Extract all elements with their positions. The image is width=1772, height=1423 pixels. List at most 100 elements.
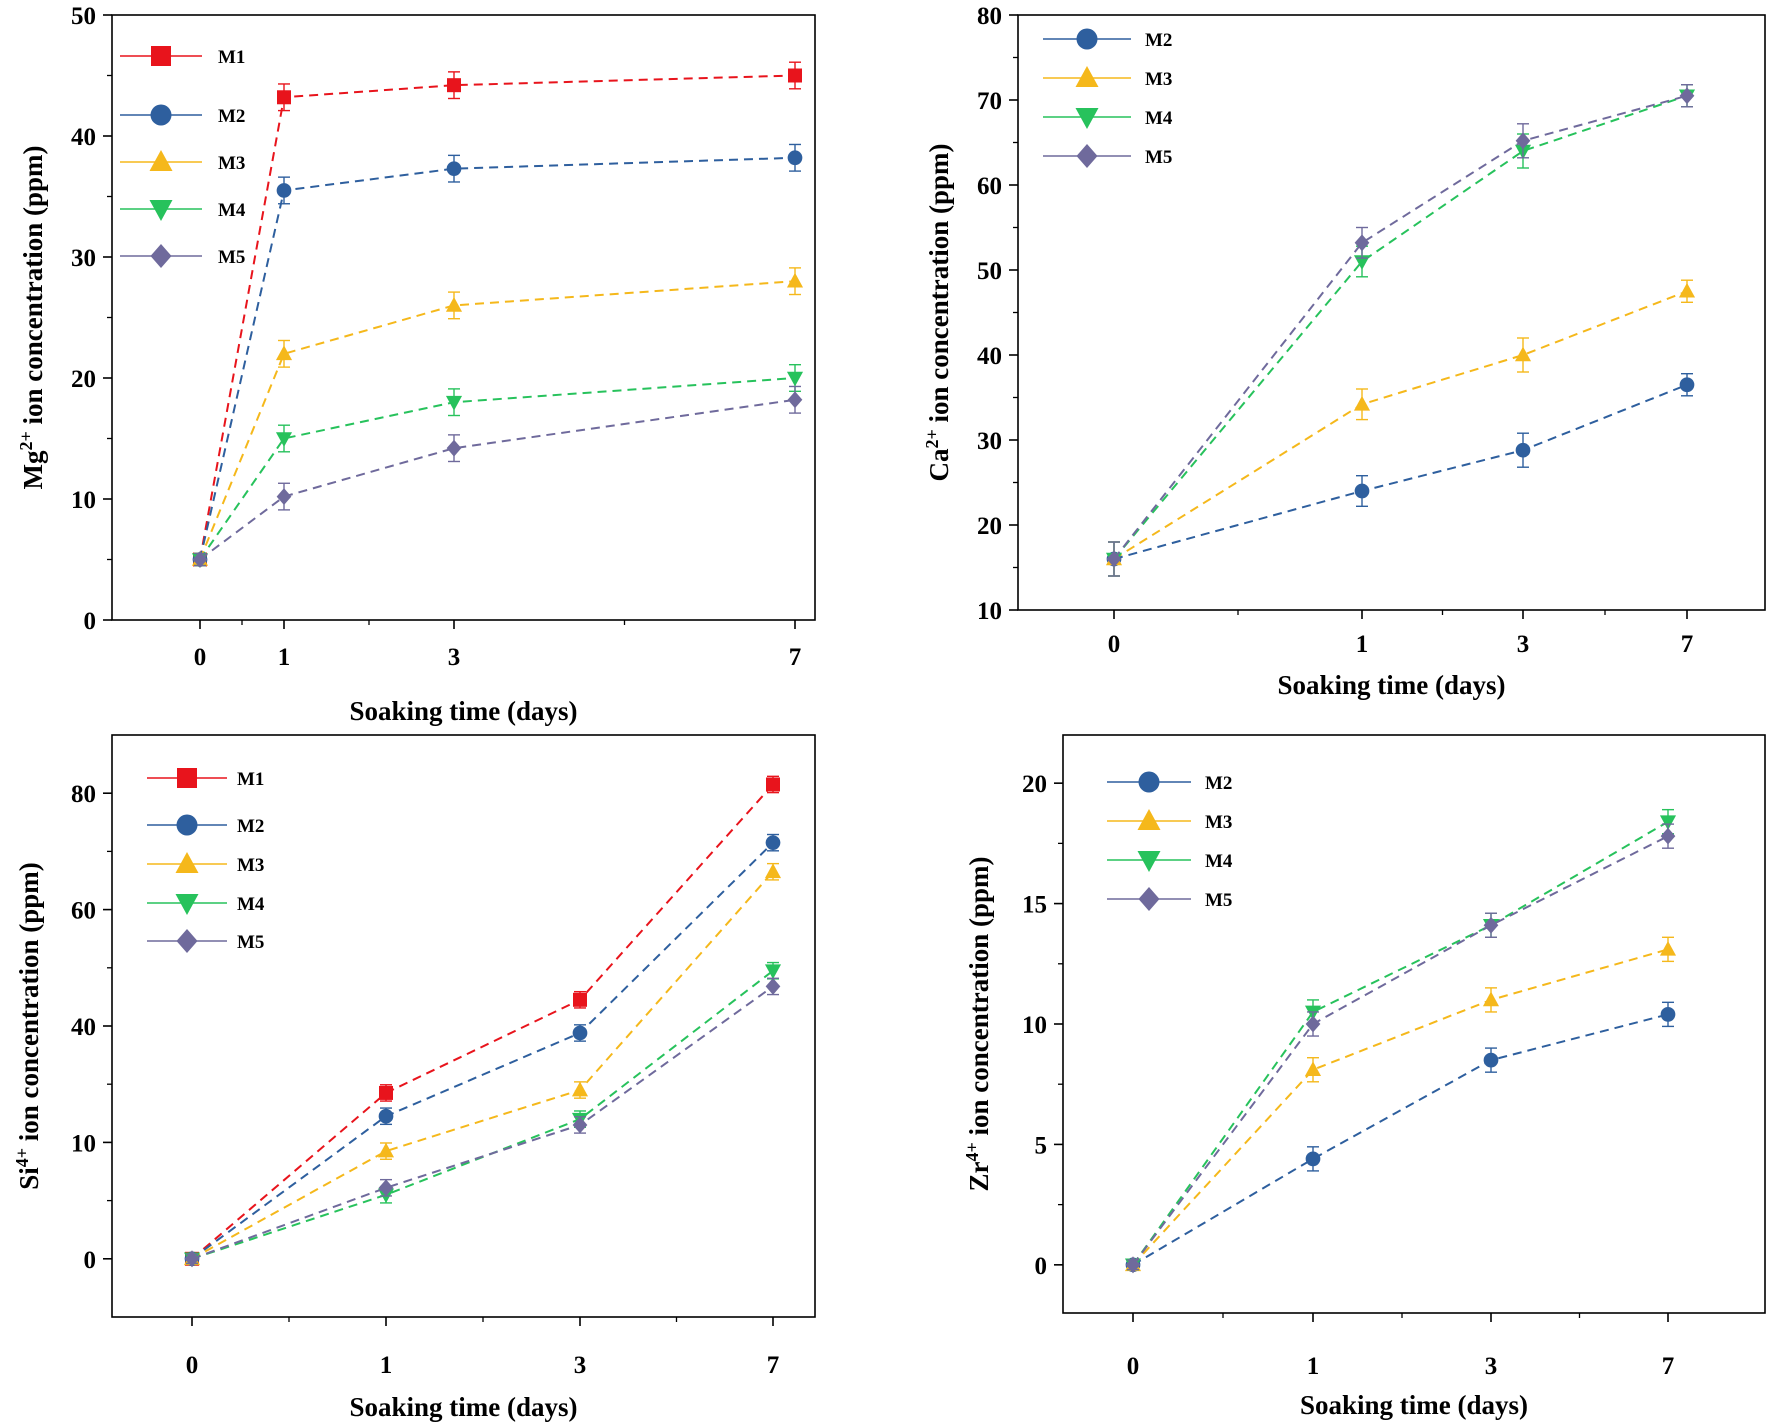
y-axis-title: Ca2+ ion concentration (ppm) bbox=[922, 143, 954, 481]
legend-item-m5: M5 bbox=[147, 929, 264, 953]
data-point bbox=[572, 1025, 588, 1041]
data-point bbox=[276, 183, 292, 198]
data-point bbox=[1660, 1007, 1676, 1022]
legend-item-m4: M4 bbox=[147, 894, 265, 915]
series-m4 bbox=[191, 363, 804, 568]
x-tick-label: 0 bbox=[194, 644, 207, 671]
y-tick-label: 10 bbox=[1022, 1012, 1047, 1039]
data-point bbox=[275, 432, 293, 447]
x-axis-title: Soaking time (days) bbox=[1277, 670, 1505, 700]
legend-marker bbox=[1075, 108, 1099, 129]
x-tick-label: 7 bbox=[1681, 631, 1694, 658]
x-tick-label: 3 bbox=[1485, 1353, 1498, 1380]
y-tick-label: 70 bbox=[977, 88, 1002, 115]
legend-label: M4 bbox=[1205, 851, 1233, 872]
series-line bbox=[1132, 948, 1669, 1266]
series-line bbox=[1132, 1013, 1669, 1266]
mg-ion-chart: 0 10 20 30 40 50 0 1 3 7 Soaking time (days) Mg2+ i… bbox=[16, 3, 816, 726]
legend-label: M1 bbox=[237, 769, 264, 790]
data-point bbox=[1125, 1256, 1141, 1274]
legend-item-m3: M3 bbox=[1107, 809, 1232, 833]
data-point bbox=[446, 161, 462, 177]
data-point bbox=[1659, 940, 1677, 956]
y-tick-label: 80 bbox=[71, 781, 96, 808]
x-axis-title: Soaking time (days) bbox=[349, 696, 577, 726]
y-tick-label: 40 bbox=[71, 1014, 96, 1041]
data-point bbox=[1483, 1052, 1499, 1068]
legend-marker bbox=[149, 200, 173, 221]
data-point bbox=[1659, 815, 1677, 831]
legend-label: M2 bbox=[1205, 773, 1232, 794]
legend-item-m2: M2 bbox=[1107, 771, 1232, 794]
data-point bbox=[764, 863, 782, 879]
y-tick-label: 50 bbox=[71, 3, 96, 30]
x-axis-title: Soaking time (days) bbox=[1300, 1390, 1528, 1420]
legend-item-m1: M1 bbox=[147, 768, 264, 790]
legend-marker bbox=[176, 929, 198, 953]
legend-label: M5 bbox=[218, 247, 245, 268]
data-point bbox=[377, 1142, 395, 1158]
data-point bbox=[1679, 87, 1695, 105]
series-m5 bbox=[1125, 823, 1676, 1274]
series-line bbox=[1113, 94, 1688, 560]
legend-marker bbox=[1137, 851, 1161, 872]
data-point bbox=[447, 78, 461, 93]
data-point bbox=[1678, 282, 1696, 298]
series-m4 bbox=[183, 961, 782, 1268]
legend-label: M5 bbox=[1205, 890, 1232, 911]
y-tick-label: 60 bbox=[71, 898, 96, 925]
x-tick-label: 7 bbox=[1662, 1353, 1675, 1380]
x-tick-label: 1 bbox=[1307, 1353, 1320, 1380]
x-tick-label: 7 bbox=[767, 1352, 780, 1379]
y-axis-title: Zr4+ ion concentration (ppm) bbox=[962, 856, 994, 1191]
legend-label: M3 bbox=[237, 855, 264, 876]
y-tick-label: 10 bbox=[71, 1130, 96, 1157]
y-tick-label: 10 bbox=[977, 598, 1002, 625]
legend-marker bbox=[177, 768, 197, 788]
legend-item-m2: M2 bbox=[147, 814, 264, 837]
legend-label: M1 bbox=[218, 47, 245, 68]
series-line bbox=[1132, 835, 1669, 1266]
data-point bbox=[277, 90, 291, 105]
data-point bbox=[446, 439, 462, 457]
zr-ion-chart: 0 5 10 15 20 0 1 3 7 Soaking time (days) Zr4+ ion … bbox=[962, 734, 1766, 1420]
y-tick-label: 5 bbox=[1035, 1132, 1048, 1159]
series-m5 bbox=[1106, 83, 1695, 577]
series-m5 bbox=[192, 385, 803, 568]
series-line bbox=[199, 74, 796, 560]
legend-label: M5 bbox=[237, 932, 264, 953]
data-point bbox=[786, 371, 804, 387]
y-axis-title: Si4+ ion concentration (ppm) bbox=[12, 862, 44, 1190]
legend-item-m5: M5 bbox=[120, 244, 245, 268]
series-m2 bbox=[1125, 1001, 1676, 1273]
legend-marker bbox=[150, 104, 172, 126]
data-point bbox=[1660, 827, 1676, 845]
series-m4 bbox=[1124, 808, 1677, 1274]
legend-label: M5 bbox=[1145, 147, 1172, 168]
data-point bbox=[1514, 346, 1532, 362]
legend-item-m3: M3 bbox=[1043, 66, 1172, 90]
data-point bbox=[1354, 234, 1370, 252]
legend-marker bbox=[1076, 28, 1098, 50]
series-line bbox=[199, 280, 796, 560]
series-line bbox=[1113, 290, 1688, 560]
data-point bbox=[572, 1116, 588, 1134]
series-line bbox=[191, 985, 774, 1260]
legend-item-m2: M2 bbox=[120, 104, 245, 127]
legend-label: M3 bbox=[1205, 812, 1232, 833]
data-point bbox=[378, 1108, 394, 1124]
x-tick-label: 3 bbox=[574, 1352, 587, 1379]
legend-item-m2: M2 bbox=[1043, 28, 1172, 51]
legend-item-m1: M1 bbox=[120, 46, 245, 68]
data-point bbox=[1106, 550, 1122, 568]
data-point bbox=[1305, 1151, 1321, 1167]
data-point bbox=[766, 777, 780, 792]
data-point bbox=[1515, 442, 1531, 458]
series-m2 bbox=[1106, 373, 1695, 577]
y-tick-label: 15 bbox=[1022, 892, 1047, 919]
y-tick-label: 30 bbox=[977, 428, 1002, 455]
data-point bbox=[445, 395, 463, 411]
series-line bbox=[191, 783, 774, 1260]
data-point bbox=[1515, 132, 1531, 150]
data-point bbox=[1353, 395, 1371, 411]
